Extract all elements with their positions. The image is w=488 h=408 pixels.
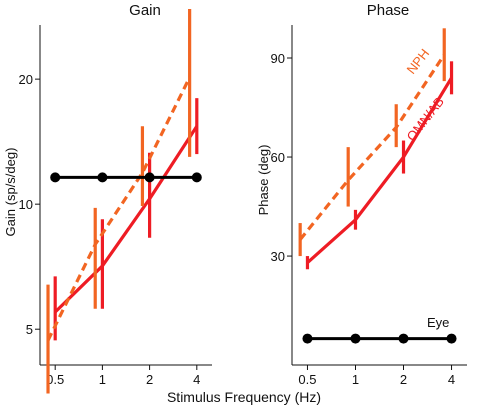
gain-y-axis-label: Gain (sp/s/deg) (3, 148, 18, 237)
phase-legend-omn-ab: OMN/AB (404, 94, 447, 144)
phase-title: Phase (367, 2, 410, 19)
phase-series-nph-line (298, 53, 446, 241)
gain-x-tick-label: 2 (146, 372, 153, 387)
x-axis-label: Stimulus Frequency (Hz) (167, 389, 321, 405)
phase-series-eye-point (350, 333, 361, 344)
gain-series-eye-point (144, 172, 155, 183)
phase-y-tick-label: 90 (271, 51, 285, 66)
gain-series-eye-point (50, 172, 61, 183)
gain-series-eye-point (97, 172, 108, 183)
gain-series-eye-point (191, 172, 202, 183)
phase-series-eye-point (302, 333, 313, 344)
gain-y-tick-label: 20 (19, 72, 33, 87)
phase-x-tick-label: 2 (400, 372, 407, 387)
gain-series-nph-line (46, 76, 192, 342)
phase-y-tick-label: 60 (271, 150, 285, 165)
gain-title: Gain (129, 2, 161, 19)
gain-y-tick-label: 10 (19, 197, 33, 212)
gain-x-tick-label: 0.5 (46, 372, 64, 387)
gain-panel: Gain Gain (sp/s/deg) 5 10 20 0.5 1 2 4 (3, 2, 212, 394)
phase-x-tick-label: 1 (352, 372, 359, 387)
gain-series-omn-ab-line (54, 125, 199, 314)
phase-panel: Phase Phase (deg) 30 60 90 0.5 1 2 4 NPH OMN/… (256, 2, 467, 387)
phase-x-tick-label: 4 (448, 372, 455, 387)
phase-legend-nph: NPH (404, 46, 433, 77)
phase-series-omn-ab-line (306, 76, 453, 264)
gain-x-tick-label: 1 (99, 372, 106, 387)
gain-x-tick-label: 4 (193, 372, 200, 387)
phase-series-eye-point (446, 333, 457, 344)
phase-y-axis-label: Phase (deg) (256, 145, 271, 216)
phase-y-tick-label: 30 (271, 249, 285, 264)
phase-series-eye-point (398, 333, 409, 344)
phase-x-tick-label: 0.5 (298, 372, 316, 387)
gain-y-tick-label: 5 (26, 322, 33, 337)
phase-legend-eye: Eye (427, 315, 449, 330)
